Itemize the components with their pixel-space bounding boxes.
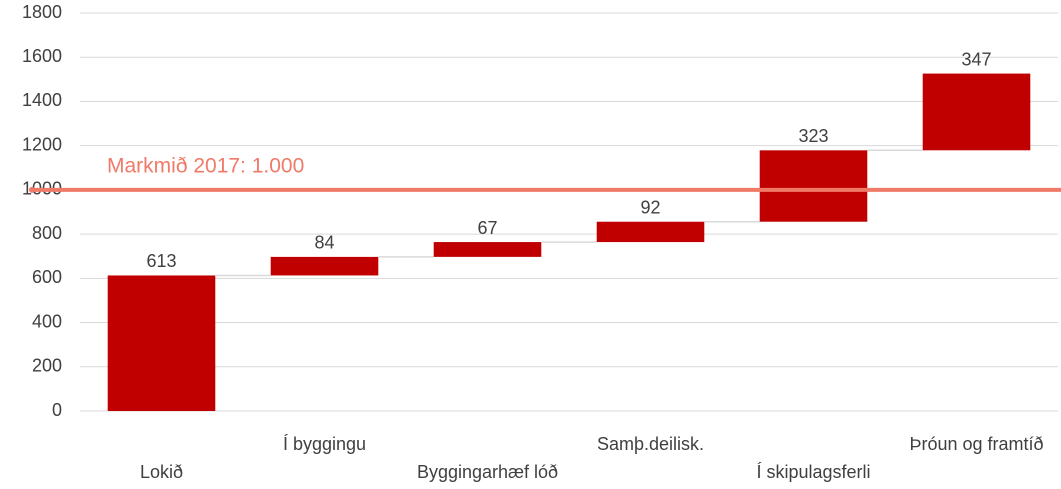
y-tick-label: 400 [32, 311, 62, 331]
value-label: 613 [146, 251, 176, 271]
x-tick-label: Í byggingu [283, 434, 366, 454]
y-tick-label: 800 [32, 223, 62, 243]
value-label: 323 [798, 126, 828, 146]
bar [107, 275, 216, 411]
y-tick-label: 1800 [22, 2, 62, 22]
reference-dot [29, 186, 35, 193]
bar [922, 73, 1031, 151]
value-label: 347 [961, 49, 991, 69]
value-label: 84 [314, 233, 334, 253]
y-tick-label: 200 [32, 356, 62, 376]
bar [596, 221, 705, 243]
reference-label: Markmið 2017: 1.000 [107, 154, 304, 177]
y-tick-label: 0 [52, 400, 62, 420]
bar [270, 256, 379, 276]
x-tick-label: Í skipulagsferli [756, 462, 870, 482]
y-tick-label: 1400 [22, 90, 62, 110]
y-tick-label: 1600 [22, 46, 62, 66]
y-tick-label: 1200 [22, 134, 62, 154]
bar [433, 242, 542, 257]
value-label: 67 [477, 218, 497, 238]
x-tick-label: Lokið [140, 462, 183, 482]
y-tick-label: 600 [32, 267, 62, 287]
x-tick-label: Byggingarhæf lóð [417, 462, 558, 482]
value-label: 92 [640, 197, 660, 217]
x-tick-label: Þróun og framtíð [909, 434, 1043, 454]
bar [759, 150, 868, 222]
x-tick-label: Samþ.deilisk. [597, 434, 704, 454]
